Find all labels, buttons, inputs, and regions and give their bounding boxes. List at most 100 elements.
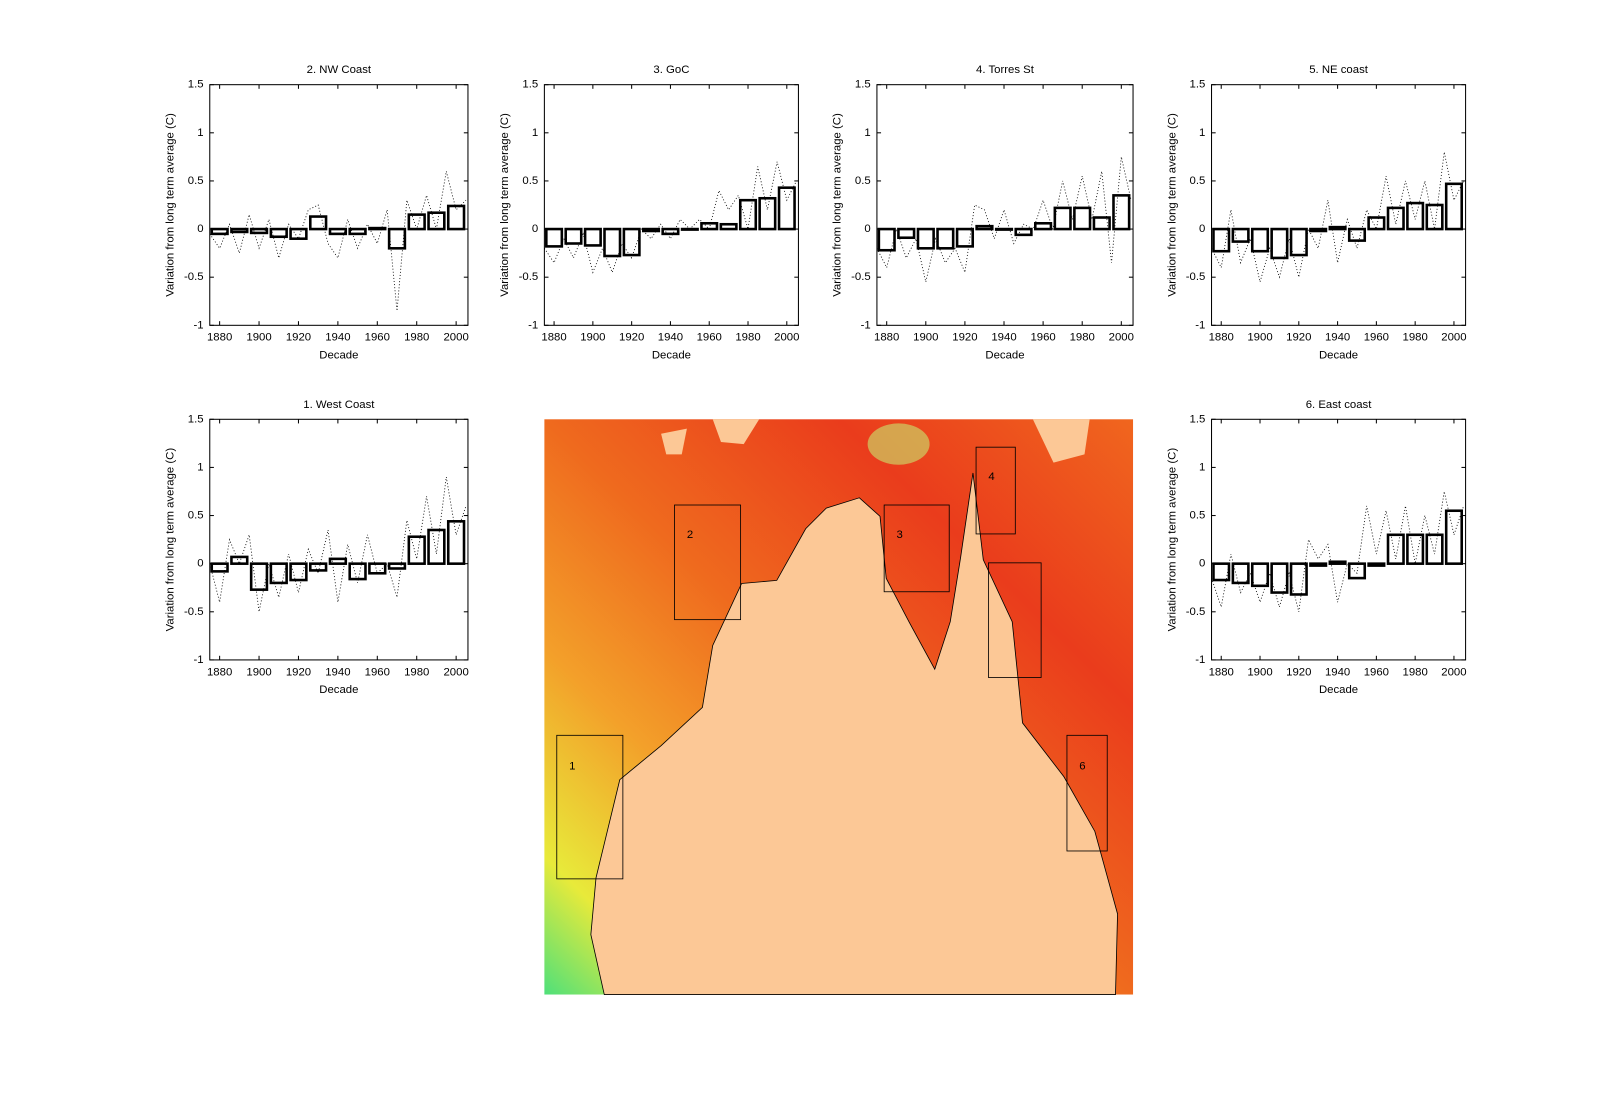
x-tick-label: 2000 xyxy=(774,332,799,344)
decade-bar xyxy=(1386,206,1405,231)
decade-bar xyxy=(1328,560,1347,565)
decade-bar xyxy=(368,562,387,575)
y-axis-label: Variation from long term average (C) xyxy=(165,448,177,632)
x-tick-label: 1960 xyxy=(1364,332,1389,344)
x-tick-label: 1880 xyxy=(874,332,899,344)
x-tick-label: 2000 xyxy=(1109,332,1134,344)
panel: 4. Torres St Decade Variation from long te… xyxy=(832,64,1134,361)
y-tick-label: -0.5 xyxy=(519,271,539,283)
x-tick-label: 1900 xyxy=(580,332,605,344)
y-tick-label: -1 xyxy=(861,319,871,331)
y-tick-label: 0.5 xyxy=(1190,510,1206,522)
decade-bar xyxy=(427,528,446,565)
panel-title: 6. East coast xyxy=(1306,399,1373,411)
x-tick-label: 1940 xyxy=(325,666,350,678)
decade-bar xyxy=(1425,203,1444,231)
decade-bar xyxy=(955,227,975,248)
decade-bar xyxy=(348,227,367,236)
y-tick-label: 0 xyxy=(1199,558,1205,570)
decade-bar xyxy=(758,196,777,231)
decade-bar xyxy=(348,562,367,581)
y-tick-label: 0.5 xyxy=(522,175,538,187)
x-tick-label: 1940 xyxy=(658,332,683,344)
decade-bar xyxy=(308,562,328,572)
decade-bar xyxy=(269,227,288,239)
region-box xyxy=(556,734,624,880)
y-tick-label: 1 xyxy=(864,127,870,139)
y-tick-label: 1.5 xyxy=(855,79,871,91)
y-tick-label: 0.5 xyxy=(1190,175,1206,187)
x-tick-label: 2000 xyxy=(1441,332,1466,344)
y-tick-label: 1.5 xyxy=(188,79,204,91)
panel-title: 1. West Coast xyxy=(303,399,375,411)
x-tick-label: 1900 xyxy=(1247,666,1272,678)
decade-bar xyxy=(446,520,466,565)
decade-bar xyxy=(1212,227,1231,253)
x-tick-label: 1920 xyxy=(952,332,977,344)
y-tick-label: -0.5 xyxy=(184,606,204,618)
axes-box xyxy=(876,84,1134,326)
decade-bar xyxy=(328,227,348,236)
land xyxy=(712,419,760,445)
decade-bar xyxy=(1386,533,1405,565)
x-tick-label: 1980 xyxy=(404,666,429,678)
decade-bar xyxy=(387,227,407,250)
x-tick-label: 1920 xyxy=(286,666,311,678)
y-tick-label: -1 xyxy=(193,654,203,666)
y-tick-label: 1.5 xyxy=(522,79,538,91)
x-tick-label: 1980 xyxy=(1070,332,1095,344)
x-tick-label: 1960 xyxy=(697,332,722,344)
decade-bar xyxy=(1073,206,1092,231)
decade-bar xyxy=(777,186,796,231)
decade-bar xyxy=(1347,562,1367,580)
decade-bar xyxy=(1212,562,1231,582)
x-tick-label: 1920 xyxy=(1286,666,1311,678)
x-tick-label: 1920 xyxy=(286,332,311,344)
x-tick-label: 1880 xyxy=(1209,332,1234,344)
x-tick-label: 1880 xyxy=(541,332,566,344)
x-tick-label: 1960 xyxy=(365,332,390,344)
decade-bar xyxy=(407,535,426,565)
decade-bar xyxy=(622,227,641,257)
x-tick-label: 1880 xyxy=(1209,666,1234,678)
x-tick-label: 1880 xyxy=(207,666,232,678)
decade-bar xyxy=(427,211,446,231)
decade-bar xyxy=(230,555,249,565)
x-axis-label: Decade xyxy=(319,349,358,361)
decade-bar xyxy=(1367,562,1386,567)
panel-title: 3. GoC xyxy=(653,64,689,76)
y-tick-label: 0 xyxy=(197,558,203,570)
decade-bar xyxy=(680,227,699,231)
map: 1 2 3 4 6 xyxy=(544,419,1134,995)
y-tick-label: -0.5 xyxy=(851,271,871,283)
decade-bar xyxy=(387,562,407,570)
decade-bar xyxy=(719,222,738,231)
y-tick-label: 0.5 xyxy=(855,175,871,187)
region-box xyxy=(988,562,1042,678)
decade-bar xyxy=(210,562,229,573)
y-axis-label: Variation from long term average (C) xyxy=(832,113,844,297)
x-tick-label: 1900 xyxy=(246,666,271,678)
x-tick-label: 1960 xyxy=(1030,332,1055,344)
region-box xyxy=(975,446,1016,535)
y-tick-label: 1.5 xyxy=(1190,413,1206,425)
decade-bar xyxy=(1053,206,1072,231)
annual-line xyxy=(1211,491,1465,612)
y-tick-label: 0.5 xyxy=(188,175,204,187)
y-tick-label: -1 xyxy=(528,319,538,331)
y-tick-label: 0.5 xyxy=(188,510,204,522)
region-label: 3 xyxy=(896,529,902,541)
x-tick-label: 1940 xyxy=(1325,666,1350,678)
y-tick-label: 1 xyxy=(1199,127,1205,139)
y-tick-label: 1.5 xyxy=(188,413,204,425)
decade-bar xyxy=(1309,562,1328,567)
decade-bar xyxy=(1425,533,1444,565)
region-label: 6 xyxy=(1079,760,1085,772)
x-tick-label: 1960 xyxy=(365,666,390,678)
y-tick-label: -0.5 xyxy=(184,271,204,283)
decade-bar xyxy=(249,227,269,235)
y-tick-label: 0 xyxy=(532,223,538,235)
decade-bar xyxy=(407,213,426,231)
x-axis-label: Decade xyxy=(1319,349,1358,361)
y-tick-label: 1 xyxy=(197,127,203,139)
